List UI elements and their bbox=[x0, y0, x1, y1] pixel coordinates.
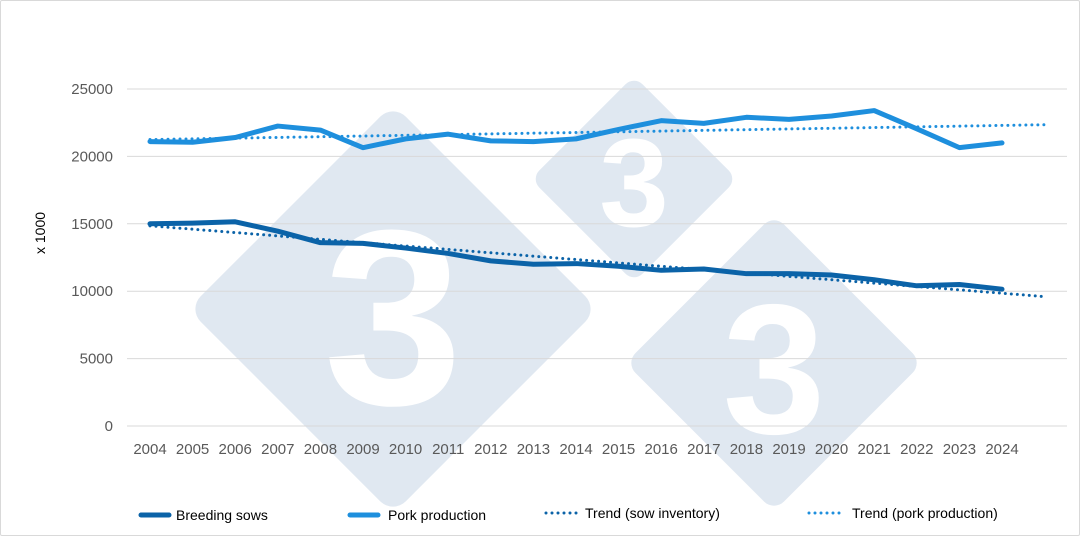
x-tick-label: 2007 bbox=[261, 441, 294, 458]
gridlines bbox=[127, 88, 1067, 427]
x-tick-label: 2005 bbox=[176, 441, 209, 458]
x-tick-label: 2023 bbox=[943, 441, 976, 458]
legend-label-trend-sow-inventory: Trend (sow inventory) bbox=[585, 505, 720, 521]
legend-label-pork-production: Pork production bbox=[388, 507, 486, 523]
x-tick-label: 2004 bbox=[133, 441, 166, 458]
svg-text:3: 3 bbox=[599, 114, 669, 253]
x-tick-label: 2006 bbox=[219, 441, 252, 458]
x-tick-label: 2018 bbox=[730, 441, 763, 458]
trend-line-trend-sow-inventory bbox=[148, 224, 1047, 299]
x-tick-label: 2019 bbox=[772, 441, 805, 458]
x-tick-label: 2015 bbox=[602, 441, 635, 458]
x-tick-label: 2024 bbox=[985, 441, 1018, 458]
x-tick-label: 2012 bbox=[474, 441, 507, 458]
x-axis: 2004 2005 2006 2007 2008 2009 2010 2011 2012 2013… bbox=[133, 441, 1018, 458]
legend: Breeding sows Pork production Trend (sow i… bbox=[138, 505, 998, 523]
y-tick-label: 0 bbox=[105, 418, 113, 435]
x-tick-label: 2016 bbox=[645, 441, 678, 458]
x-tick-label: 2008 bbox=[304, 441, 337, 458]
y-tick-label: 5000 bbox=[80, 351, 113, 368]
legend-label-breeding-sows: Breeding sows bbox=[176, 507, 268, 523]
y-tick-label: 25000 bbox=[71, 81, 113, 98]
trend-line-trend-pork-production bbox=[148, 123, 1047, 142]
y-axis-title: x 1000 bbox=[32, 212, 48, 254]
x-tick-label: 2022 bbox=[900, 441, 933, 458]
series-line-breeding-sows bbox=[147, 219, 1005, 292]
y-tick-label: 15000 bbox=[71, 216, 113, 233]
y-axis: 0 5000 10000 15000 20000 25000 bbox=[71, 81, 113, 435]
x-tick-label: 2011 bbox=[432, 441, 464, 458]
x-tick-label: 2017 bbox=[687, 441, 720, 458]
series-line-pork-production bbox=[147, 108, 1005, 151]
x-tick-label: 2013 bbox=[517, 441, 550, 458]
y-tick-label: 10000 bbox=[71, 283, 113, 300]
y-tick-label: 20000 bbox=[71, 148, 113, 165]
x-tick-label: 2014 bbox=[559, 441, 592, 458]
x-tick-label: 2010 bbox=[389, 441, 422, 458]
x-tick-label: 2009 bbox=[346, 441, 379, 458]
svg-text:3: 3 bbox=[323, 178, 462, 457]
x-tick-label: 2021 bbox=[858, 441, 891, 458]
series-lines bbox=[147, 108, 1047, 299]
svg-text:3: 3 bbox=[723, 267, 826, 473]
x-tick-label: 2020 bbox=[815, 441, 848, 458]
legend-label-trend-pork-production: Trend (pork production) bbox=[852, 505, 998, 521]
